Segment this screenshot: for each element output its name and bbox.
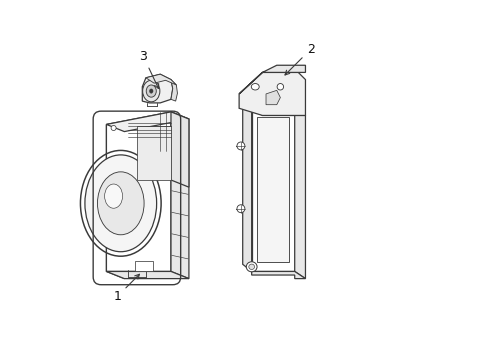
Ellipse shape <box>142 80 160 102</box>
Polygon shape <box>171 80 177 101</box>
Polygon shape <box>106 112 188 132</box>
Polygon shape <box>294 108 305 279</box>
Ellipse shape <box>146 85 156 97</box>
Polygon shape <box>171 112 188 187</box>
Polygon shape <box>251 271 305 279</box>
Polygon shape <box>106 271 188 279</box>
Polygon shape <box>265 90 280 105</box>
Polygon shape <box>239 72 305 116</box>
Polygon shape <box>142 74 172 103</box>
Polygon shape <box>145 74 176 85</box>
Ellipse shape <box>237 142 244 150</box>
Ellipse shape <box>277 84 283 90</box>
Polygon shape <box>242 101 251 271</box>
Polygon shape <box>106 112 171 271</box>
Ellipse shape <box>149 89 153 93</box>
Text: 2: 2 <box>285 42 314 75</box>
Ellipse shape <box>237 205 244 213</box>
Ellipse shape <box>246 262 257 272</box>
Polygon shape <box>137 126 171 180</box>
Ellipse shape <box>97 172 144 235</box>
Polygon shape <box>135 261 153 271</box>
Ellipse shape <box>251 84 259 90</box>
Polygon shape <box>239 65 305 94</box>
Ellipse shape <box>111 126 116 131</box>
Polygon shape <box>251 108 305 116</box>
Text: 1: 1 <box>113 274 139 303</box>
Ellipse shape <box>104 184 122 208</box>
Ellipse shape <box>248 264 254 270</box>
Polygon shape <box>171 112 188 279</box>
Polygon shape <box>106 125 124 279</box>
Ellipse shape <box>85 155 156 252</box>
Polygon shape <box>251 108 294 271</box>
Text: 3: 3 <box>139 50 158 89</box>
Polygon shape <box>257 117 289 262</box>
